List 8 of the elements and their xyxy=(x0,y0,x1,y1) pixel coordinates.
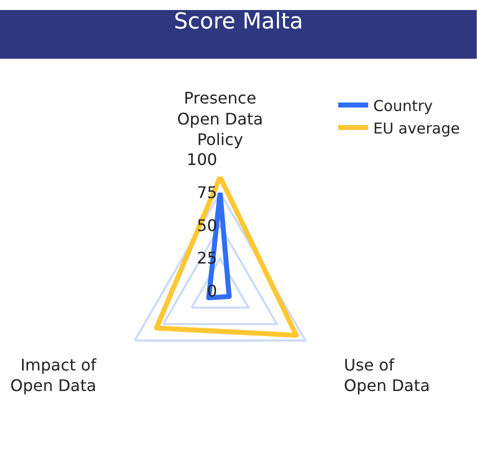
spoke-label: Impact of Open Data xyxy=(10,355,97,396)
legend-label: EU average xyxy=(373,119,460,138)
chart-title: Score Malta xyxy=(174,10,304,35)
spoke-label: Presence Open Data Policy xyxy=(177,88,264,150)
y-tick-label: 100 xyxy=(186,150,218,170)
legend-label: Country xyxy=(373,96,433,115)
y-tick-label: 0 xyxy=(207,281,218,300)
spoke-label: Use of Open Data xyxy=(344,355,430,396)
